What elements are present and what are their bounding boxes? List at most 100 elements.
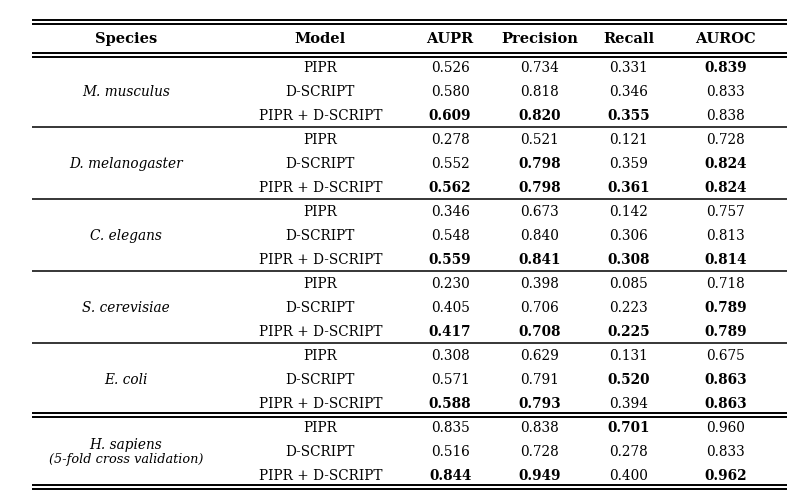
Text: D-SCRIPT: D-SCRIPT: [285, 85, 355, 99]
Text: Recall: Recall: [603, 33, 654, 46]
Text: 0.548: 0.548: [431, 228, 470, 242]
Text: 0.841: 0.841: [518, 253, 560, 267]
Text: 0.835: 0.835: [431, 420, 470, 434]
Text: 0.629: 0.629: [520, 348, 559, 362]
Text: 0.562: 0.562: [429, 181, 471, 195]
Text: 0.394: 0.394: [609, 396, 648, 410]
Text: 0.728: 0.728: [520, 444, 559, 458]
Text: S. cerevisiae: S. cerevisiae: [82, 301, 169, 315]
Text: Precision: Precision: [501, 33, 577, 46]
Text: 0.839: 0.839: [705, 61, 747, 75]
Text: PIPR: PIPR: [303, 205, 337, 218]
Text: D. melanogaster: D. melanogaster: [69, 157, 182, 171]
Text: PIPR: PIPR: [303, 61, 337, 75]
Text: 0.552: 0.552: [431, 157, 470, 171]
Text: PIPR + D-SCRIPT: PIPR + D-SCRIPT: [259, 109, 382, 123]
Text: D-SCRIPT: D-SCRIPT: [285, 372, 355, 386]
Text: 0.306: 0.306: [609, 228, 648, 242]
Text: 0.331: 0.331: [609, 61, 648, 75]
Text: 0.085: 0.085: [609, 277, 648, 291]
Text: 0.824: 0.824: [705, 157, 747, 171]
Text: E. coli: E. coli: [104, 372, 148, 386]
Text: 0.225: 0.225: [607, 324, 650, 338]
Text: 0.121: 0.121: [609, 133, 648, 147]
Text: 0.675: 0.675: [706, 348, 745, 362]
Text: 0.278: 0.278: [609, 444, 648, 458]
Text: 0.838: 0.838: [706, 109, 745, 123]
Text: 0.798: 0.798: [518, 157, 560, 171]
Text: 0.400: 0.400: [609, 468, 648, 482]
Text: Species: Species: [95, 33, 157, 46]
Text: 0.863: 0.863: [705, 372, 747, 386]
Text: 0.131: 0.131: [609, 348, 648, 362]
Text: 0.949: 0.949: [518, 468, 560, 482]
Text: 0.520: 0.520: [607, 372, 650, 386]
Text: 0.361: 0.361: [607, 181, 650, 195]
Text: 0.791: 0.791: [520, 372, 559, 386]
Text: 0.521: 0.521: [520, 133, 559, 147]
Text: 0.346: 0.346: [609, 85, 648, 99]
Text: PIPR: PIPR: [303, 348, 337, 362]
Text: AUPR: AUPR: [427, 33, 474, 46]
Text: 0.824: 0.824: [705, 181, 747, 195]
Text: 0.588: 0.588: [429, 396, 471, 410]
Text: 0.820: 0.820: [518, 109, 560, 123]
Text: 0.844: 0.844: [429, 468, 471, 482]
Text: 0.960: 0.960: [706, 420, 745, 434]
Text: H. sapiens: H. sapiens: [89, 437, 162, 450]
Text: 0.230: 0.230: [431, 277, 470, 291]
Text: 0.833: 0.833: [706, 85, 745, 99]
Text: 0.813: 0.813: [706, 228, 745, 242]
Text: 0.308: 0.308: [431, 348, 470, 362]
Text: 0.526: 0.526: [431, 61, 470, 75]
Text: PIPR + D-SCRIPT: PIPR + D-SCRIPT: [259, 253, 382, 267]
Text: 0.789: 0.789: [705, 301, 747, 315]
Text: 0.814: 0.814: [705, 253, 747, 267]
Text: 0.405: 0.405: [431, 301, 470, 315]
Text: 0.355: 0.355: [607, 109, 650, 123]
Text: 0.863: 0.863: [705, 396, 747, 410]
Text: 0.962: 0.962: [705, 468, 747, 482]
Text: D-SCRIPT: D-SCRIPT: [285, 157, 355, 171]
Text: 0.559: 0.559: [429, 253, 471, 267]
Text: 0.818: 0.818: [520, 85, 559, 99]
Text: PIPR + D-SCRIPT: PIPR + D-SCRIPT: [259, 468, 382, 482]
Text: 0.359: 0.359: [609, 157, 648, 171]
Text: 0.609: 0.609: [429, 109, 471, 123]
Text: PIPR: PIPR: [303, 277, 337, 291]
Text: 0.278: 0.278: [431, 133, 470, 147]
Text: 0.793: 0.793: [518, 396, 560, 410]
Text: 0.798: 0.798: [518, 181, 560, 195]
Text: AUROC: AUROC: [696, 33, 756, 46]
Text: 0.838: 0.838: [520, 420, 559, 434]
Text: 0.346: 0.346: [431, 205, 470, 218]
Text: PIPR + D-SCRIPT: PIPR + D-SCRIPT: [259, 396, 382, 410]
Text: 0.840: 0.840: [520, 228, 559, 242]
Text: 0.757: 0.757: [706, 205, 745, 218]
Text: 0.734: 0.734: [520, 61, 559, 75]
Text: D-SCRIPT: D-SCRIPT: [285, 444, 355, 458]
Text: 0.580: 0.580: [431, 85, 470, 99]
Text: 0.706: 0.706: [520, 301, 559, 315]
Text: 0.701: 0.701: [607, 420, 650, 434]
Text: 0.571: 0.571: [431, 372, 470, 386]
Text: PIPR: PIPR: [303, 133, 337, 147]
Text: 0.728: 0.728: [706, 133, 745, 147]
Text: 0.789: 0.789: [705, 324, 747, 338]
Text: D-SCRIPT: D-SCRIPT: [285, 228, 355, 242]
Text: 0.718: 0.718: [706, 277, 745, 291]
Text: 0.833: 0.833: [706, 444, 745, 458]
Text: 0.708: 0.708: [518, 324, 560, 338]
Text: 0.142: 0.142: [609, 205, 648, 218]
Text: 0.223: 0.223: [609, 301, 648, 315]
Text: D-SCRIPT: D-SCRIPT: [285, 301, 355, 315]
Text: M. musculus: M. musculus: [82, 85, 169, 99]
Text: C. elegans: C. elegans: [90, 228, 161, 242]
Text: 0.516: 0.516: [431, 444, 470, 458]
Text: 0.673: 0.673: [520, 205, 559, 218]
Text: PIPR + D-SCRIPT: PIPR + D-SCRIPT: [259, 324, 382, 338]
Text: PIPR: PIPR: [303, 420, 337, 434]
Text: 0.417: 0.417: [429, 324, 471, 338]
Text: 0.398: 0.398: [520, 277, 559, 291]
Text: PIPR + D-SCRIPT: PIPR + D-SCRIPT: [259, 181, 382, 195]
